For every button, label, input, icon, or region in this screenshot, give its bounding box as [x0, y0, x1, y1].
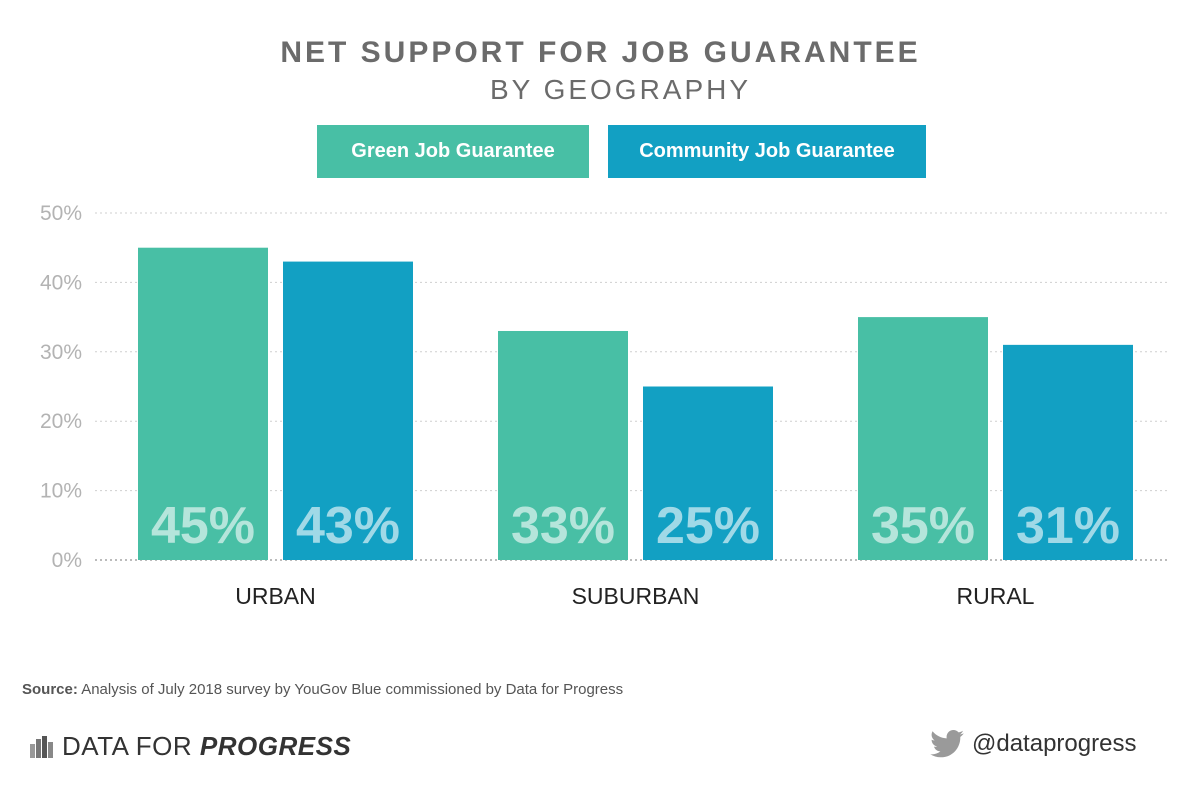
bar-chart-icon — [30, 735, 53, 758]
bar — [858, 317, 988, 560]
x-category-label: SUBURBAN — [572, 583, 700, 609]
brand-logo: DATA FOR PROGRESS — [30, 731, 351, 762]
bar — [283, 261, 413, 560]
bar — [643, 386, 773, 560]
chart-subtitle: BY GEOGRAPHY — [489, 74, 752, 105]
social-handle: @dataprogress — [930, 730, 1136, 758]
brand-name: DATA FOR PROGRESS — [62, 731, 351, 762]
bar — [138, 247, 268, 560]
legend-community-label: Community Job Guarantee — [639, 140, 895, 162]
bar-value-label: 31% — [1016, 497, 1120, 555]
bar-value-label: 35% — [871, 497, 975, 555]
x-category-label: URBAN — [235, 583, 316, 609]
y-tick-label: 40% — [40, 271, 82, 294]
y-tick-label: 30% — [40, 341, 82, 364]
legend-green-label: Green Job Guarantee — [351, 140, 555, 162]
x-category-label: RURAL — [957, 583, 1035, 609]
bar-value-label: 45% — [151, 497, 255, 555]
y-tick-label: 0% — [52, 549, 82, 572]
source-text: Analysis of July 2018 survey by YouGov B… — [77, 681, 624, 698]
source-label: Source: — [22, 681, 78, 698]
legend-community: Community Job Guarantee — [608, 125, 926, 178]
bar-value-label: 25% — [656, 497, 760, 555]
brand-name-plain: DATA FOR — [62, 731, 200, 761]
source-note: Source: Analysis of July 2018 survey by … — [22, 681, 623, 698]
bar-chart: 0% 10% 20% 30% 40% 50% 45% 43% URBAN 33% 25% SUBURB… — [40, 202, 1170, 609]
y-tick-label: 10% — [40, 480, 82, 503]
bar — [1003, 344, 1133, 560]
chart-title: NET SUPPORT FOR JOB GUARANTEE — [280, 36, 921, 69]
bar — [498, 330, 628, 560]
bar-value-label: 33% — [511, 497, 615, 555]
bar-value-label: 43% — [296, 497, 400, 555]
y-tick-label: 50% — [40, 202, 82, 225]
twitter-bird-icon — [930, 730, 964, 758]
y-tick-label: 20% — [40, 410, 82, 433]
handle-text: @dataprogress — [972, 730, 1137, 757]
brand-name-bold: PROGRESS — [199, 731, 352, 761]
legend-green: Green Job Guarantee — [317, 125, 589, 178]
